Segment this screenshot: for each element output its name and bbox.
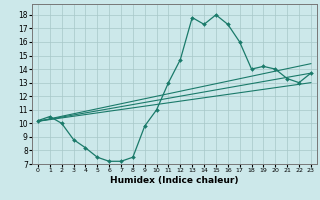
X-axis label: Humidex (Indice chaleur): Humidex (Indice chaleur): [110, 176, 239, 185]
